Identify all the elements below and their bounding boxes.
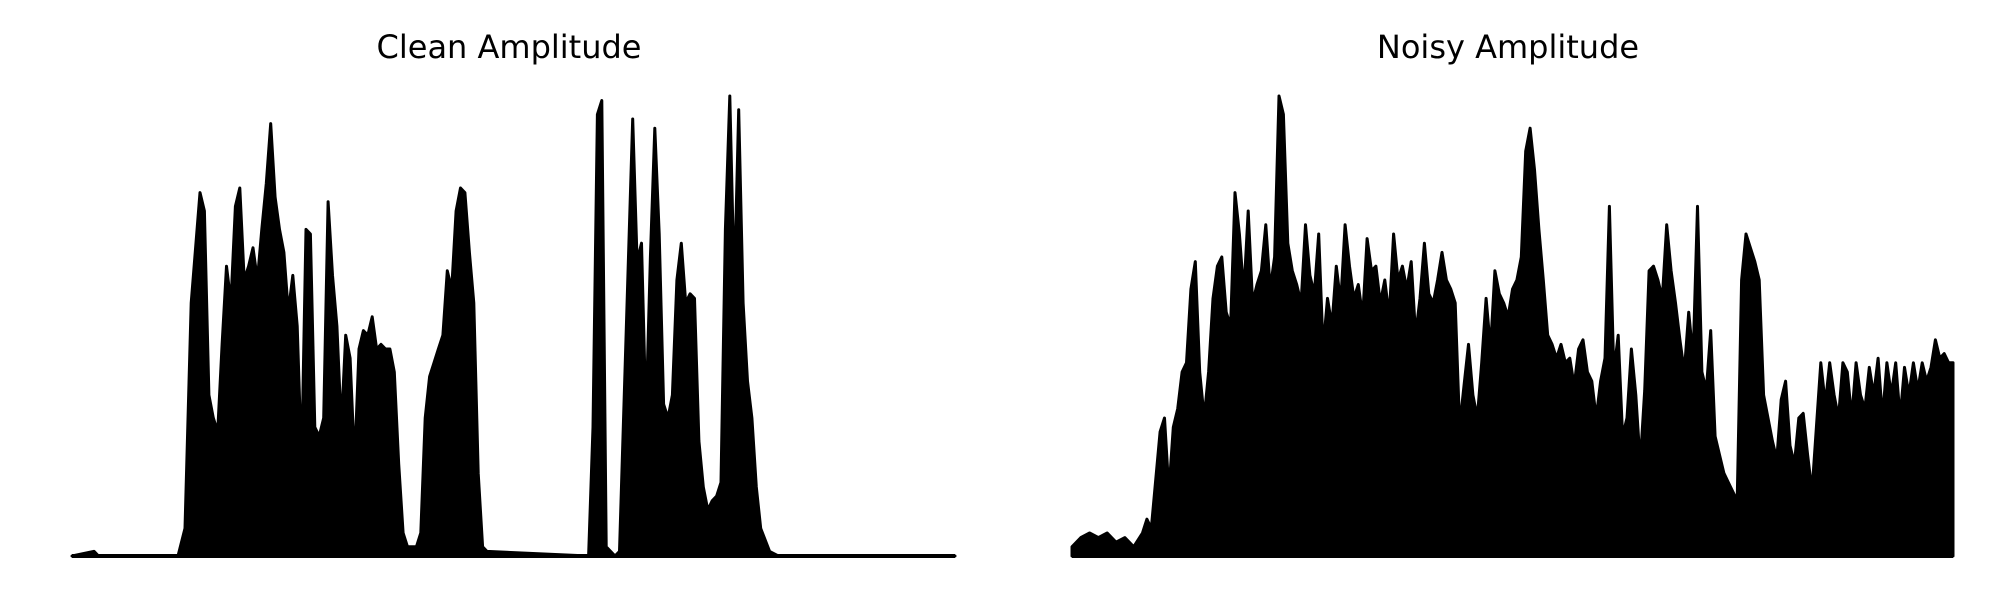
noisy-amplitude-title: Noisy Amplitude <box>1377 28 1639 66</box>
clean-amplitude-area <box>70 94 957 558</box>
noisy-amplitude-plot <box>1070 94 1955 558</box>
clean-amplitude-title: Clean Amplitude <box>377 28 642 66</box>
clean-amplitude-panel: Clean Amplitude <box>70 28 957 558</box>
noisy-amplitude-panel: Noisy Amplitude <box>1070 28 1955 558</box>
clean-amplitude-plot <box>70 94 957 558</box>
noisy-amplitude-area <box>1070 94 1955 558</box>
